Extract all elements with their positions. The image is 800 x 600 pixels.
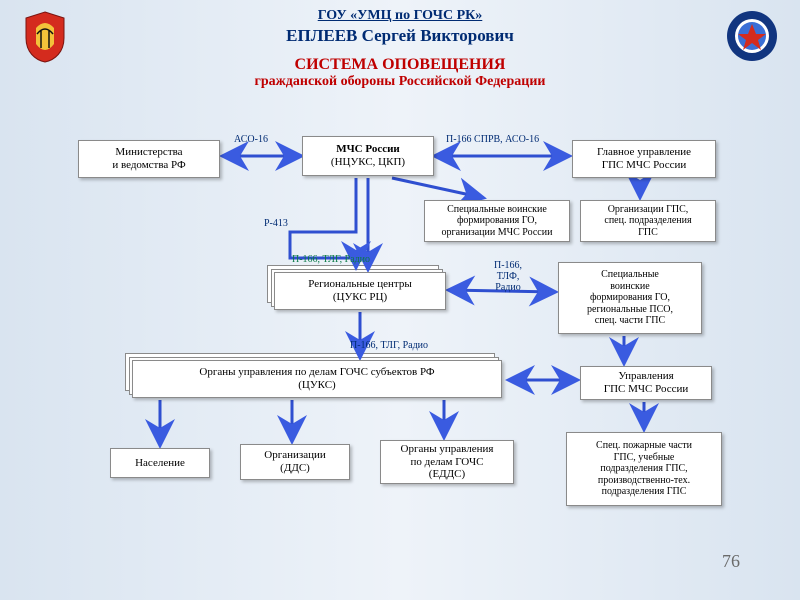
diagram-title-1: СИСТЕМА ОПОВЕЩЕНИЯ <box>0 56 800 74</box>
edge-label-p166_sprv: П-166 СПРВ, АСО-16 <box>446 134 539 145</box>
edge-label-aso16_l: АСО-16 <box>234 134 268 145</box>
node-org_dds: Организации(ДДС) <box>240 444 350 480</box>
coat-of-arms-icon <box>22 10 68 69</box>
node-organs_edds: Органы управленияпо делам ГОЧС(ЕДДС) <box>380 440 514 484</box>
node-mchs: МЧС России(НЦУКС, ЦКП) <box>302 136 434 176</box>
person-name: ЕПЛЕЕВ Сергей Викторович <box>0 26 800 46</box>
edge-label-p166_tlf: П-166,ТЛФ,Радио <box>494 260 522 293</box>
node-fire_parts: Спец. пожарные частиГПС, учебныеподразде… <box>566 432 722 506</box>
node-upr_gps: УправленияГПС МЧС России <box>580 366 712 400</box>
node-org_gps: Организации ГПС,спец. подразделенияГПС <box>580 200 716 242</box>
node-reg_centers: Региональные центры(ЦУКС РЦ) <box>274 272 446 310</box>
node-population: Население <box>110 448 210 478</box>
node-spec_go: Специальные воинскиеформирования ГО,орга… <box>424 200 570 242</box>
page-number: 76 <box>722 551 740 572</box>
node-organs_sub: Органы управления по делам ГОЧС субъекто… <box>132 360 502 398</box>
edge-label-p166_tlg2: П-166, ТЛГ, Радио <box>350 340 428 351</box>
node-spec_reg: Специальныевоинскиеформирования ГО,регио… <box>558 262 702 334</box>
edge-label-p166_tlg: П-166, ТЛГ, Радио <box>292 254 370 265</box>
emblem-icon <box>726 10 778 67</box>
edge-label-p413: Р-413 <box>264 218 288 229</box>
org-name: ГОУ «УМЦ по ГОЧС РК» <box>0 8 800 24</box>
diagram-title-2: гражданской обороны Российской Федерации <box>0 74 800 90</box>
node-ministries: Министерстваи ведомства РФ <box>78 140 220 178</box>
node-gu_gps: Главное управлениеГПС МЧС России <box>572 140 716 178</box>
